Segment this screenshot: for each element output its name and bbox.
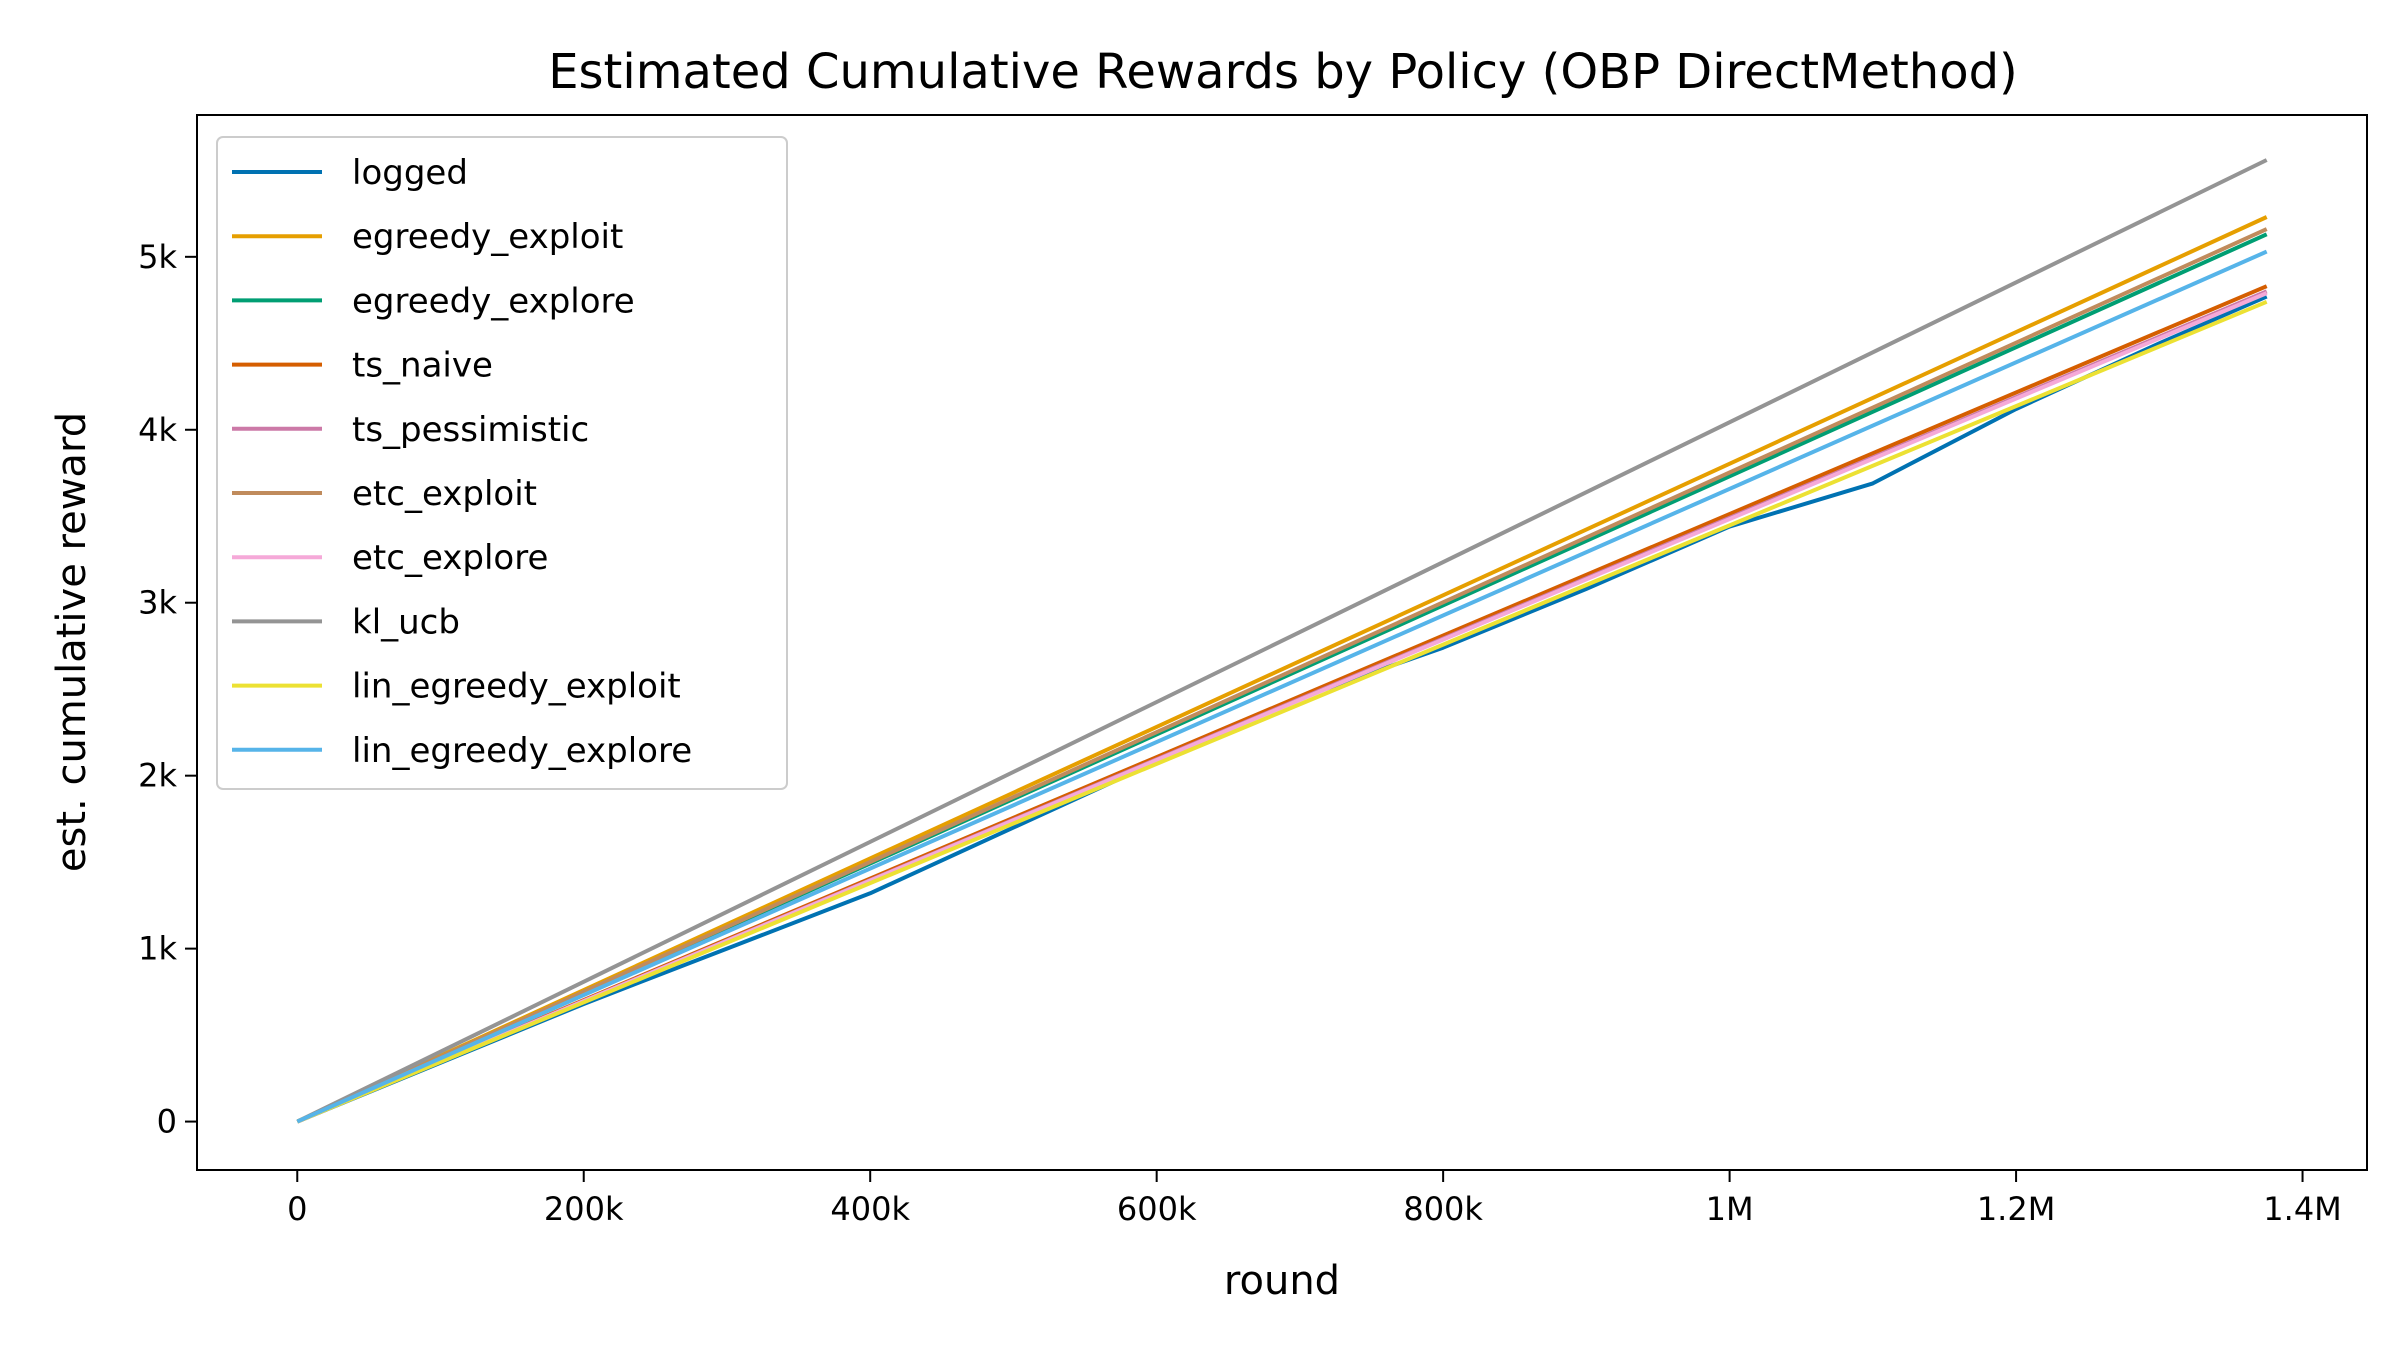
y-tick-label: 1k bbox=[138, 930, 177, 968]
y-tick-label: 4k bbox=[138, 411, 177, 449]
x-tick-label: 0 bbox=[287, 1190, 307, 1228]
x-tick-label: 600k bbox=[1117, 1190, 1197, 1228]
legend-label: egreedy_explore bbox=[352, 281, 635, 321]
legend-label: logged bbox=[352, 153, 468, 193]
legend-label: egreedy_exploit bbox=[352, 217, 623, 257]
x-tick-label: 1.4M bbox=[2263, 1190, 2342, 1228]
legend-label: ts_naive bbox=[352, 346, 493, 386]
legend-item: egreedy_explore bbox=[232, 281, 635, 321]
legend-item: logged bbox=[232, 153, 468, 193]
legend-label: ts_pessimistic bbox=[352, 410, 589, 450]
series-line-lin-egreedy-exploit bbox=[296, 299, 2268, 1124]
plot-lines bbox=[296, 158, 2268, 1124]
legend-item: etc_exploit bbox=[232, 474, 537, 514]
legend-label: lin_egreedy_explore bbox=[352, 731, 692, 771]
y-tick-label: 5k bbox=[138, 238, 177, 276]
x-axis-title: round bbox=[1224, 1258, 1340, 1304]
legend-item: egreedy_exploit bbox=[232, 217, 623, 257]
legend-label: lin_egreedy_exploit bbox=[352, 667, 681, 707]
x-tick-label: 1M bbox=[1706, 1190, 1754, 1228]
x-tick-label: 200k bbox=[544, 1190, 624, 1228]
legend-frame bbox=[216, 136, 788, 790]
x-axis: 0 200k 400k 600k 800k 1M 1.2M 1.4M bbox=[287, 1170, 2342, 1228]
x-tick-label: 800k bbox=[1403, 1190, 1483, 1228]
x-tick-label: 1.2M bbox=[1977, 1190, 2056, 1228]
plot-frame bbox=[196, 114, 2368, 1171]
legend-item: kl_ucb bbox=[232, 602, 460, 642]
chart-title: Estimated Cumulative Rewards by Policy (… bbox=[548, 44, 2018, 100]
y-tick-label: 2k bbox=[138, 757, 177, 795]
legend-item: ts_naive bbox=[232, 346, 493, 386]
legend-label: kl_ucb bbox=[352, 602, 460, 642]
legend: logged egreedy_exploit egreedy_explore ts_n… bbox=[216, 136, 788, 790]
legend-item: ts_pessimistic bbox=[232, 410, 589, 450]
y-tick-label: 0 bbox=[157, 1103, 177, 1141]
y-axis: 0 1k 2k 3k 4k 5k bbox=[138, 238, 197, 1141]
series-line-etc-exploit bbox=[296, 227, 2268, 1124]
legend-item: etc_explore bbox=[232, 538, 548, 578]
legend-item: lin_egreedy_explore bbox=[232, 731, 692, 771]
series-line-kl-ucb bbox=[296, 158, 2268, 1124]
x-tick-label: 400k bbox=[830, 1190, 910, 1228]
series-line-lin-egreedy-explore bbox=[296, 249, 2268, 1124]
y-tick-label: 3k bbox=[138, 584, 177, 622]
legend-item: lin_egreedy_exploit bbox=[232, 667, 681, 707]
legend-label: etc_explore bbox=[352, 538, 548, 578]
y-axis-title: est. cumulative reward bbox=[49, 412, 95, 872]
legend-label: etc_exploit bbox=[352, 474, 537, 514]
